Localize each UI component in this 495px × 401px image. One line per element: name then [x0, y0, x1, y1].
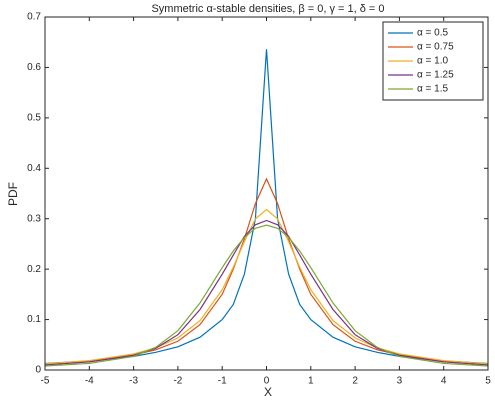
- legend-label: α = 0.75: [417, 42, 454, 53]
- data-line: [44, 49, 489, 365]
- x-tick-label: 5: [485, 376, 491, 387]
- y-tick-label: 0.2: [27, 264, 41, 275]
- y-tick-label: 0.4: [27, 163, 41, 174]
- x-tick-label: 0: [264, 376, 270, 387]
- y-tick-label: 0: [35, 365, 41, 376]
- legend-label: α = 0.5: [417, 28, 449, 39]
- y-axis-label: PDF: [6, 182, 20, 206]
- legend: α = 0.5 α = 0.75 α = 1.0 α = 1.25 α = 1.5: [382, 21, 484, 101]
- x-axis-label: X: [264, 385, 272, 399]
- chart-title: Symmetric α-stable densities, β = 0, γ =…: [151, 3, 384, 15]
- y-tick-label: 0.1: [27, 314, 41, 325]
- x-tick-label: -3: [129, 376, 138, 387]
- data-line: [44, 177, 489, 365]
- data-line: [44, 208, 489, 365]
- x-tick-label: -1: [218, 376, 227, 387]
- x-tick-label: 4: [441, 376, 447, 387]
- x-tick-label: -2: [173, 376, 182, 387]
- legend-label: α = 1.5: [417, 84, 449, 95]
- y-tick-label: 0.3: [27, 213, 41, 224]
- data-line: [44, 224, 489, 367]
- axes-box: [44, 16, 489, 371]
- y-tick-label: 0.7: [27, 12, 41, 23]
- legend-label: α = 1.0: [417, 56, 449, 67]
- y-tick-label: 0.5: [27, 112, 41, 123]
- x-tick-label: 1: [308, 376, 314, 387]
- x-tick-label: -4: [85, 376, 94, 387]
- legend-label: α = 1.25: [417, 70, 454, 81]
- x-tick-label: -5: [41, 376, 50, 387]
- x-tick-label: 2: [352, 376, 358, 387]
- x-tick-label: 3: [397, 376, 403, 387]
- data-line: [44, 219, 489, 366]
- y-tick-label: 0.6: [27, 62, 41, 73]
